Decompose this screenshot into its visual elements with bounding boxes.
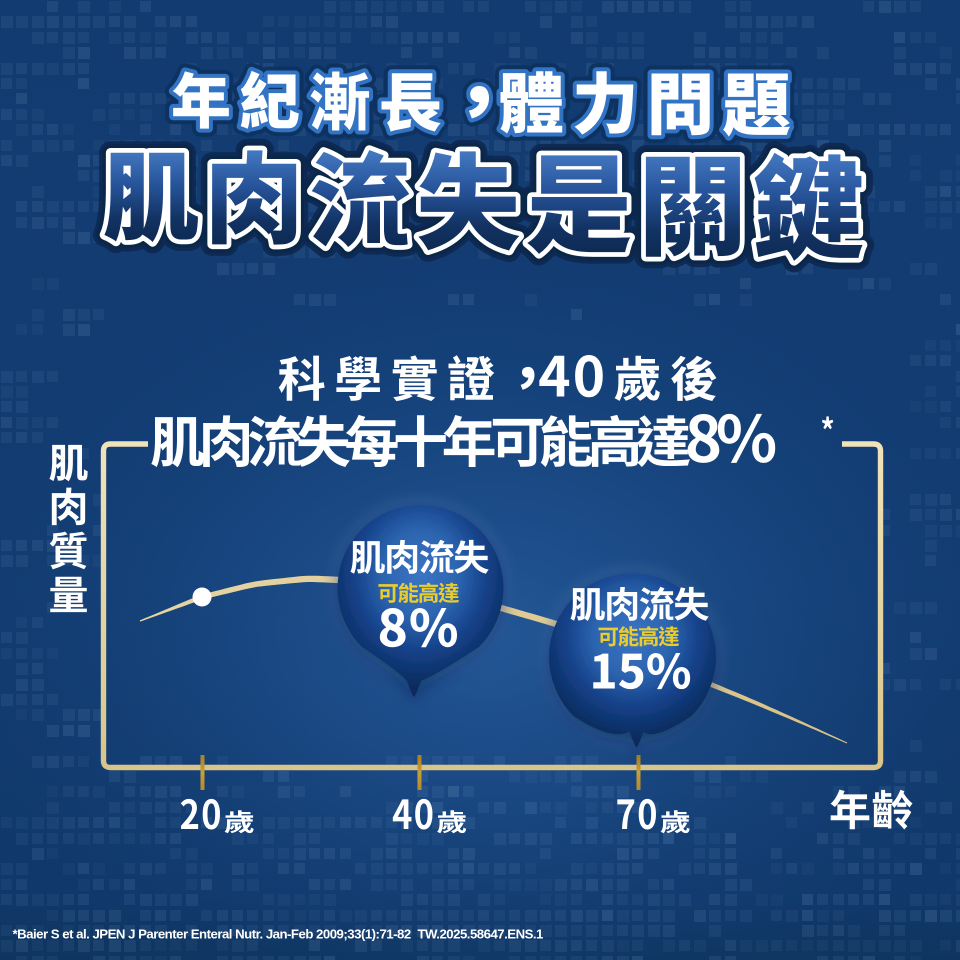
- svg-text:TW.2025.58647.ENS.1: TW.2025.58647.ENS.1: [418, 927, 544, 942]
- svg-text:*Baier S et al. JPEN J Parente: *Baier S et al. JPEN J Parenter Enteral …: [13, 927, 411, 942]
